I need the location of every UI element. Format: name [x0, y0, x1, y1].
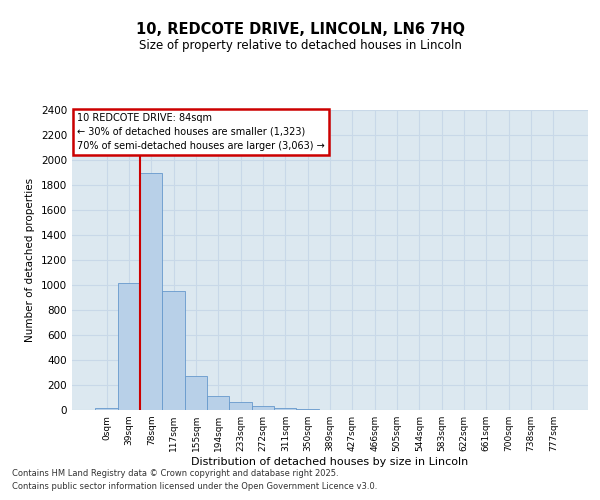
Bar [185, 376, 207, 410]
Text: Size of property relative to detached houses in Lincoln: Size of property relative to detached ho… [139, 39, 461, 52]
Bar [274, 408, 296, 410]
X-axis label: Distribution of detached houses by size in Lincoln: Distribution of detached houses by size … [191, 457, 469, 467]
Y-axis label: Number of detached properties: Number of detached properties [25, 178, 35, 342]
Bar [229, 402, 252, 410]
Text: Contains HM Land Registry data © Crown copyright and database right 2025.: Contains HM Land Registry data © Crown c… [12, 468, 338, 477]
Bar [207, 396, 229, 410]
Bar [118, 282, 140, 410]
Bar [252, 406, 274, 410]
Bar [95, 408, 118, 410]
Text: Contains public sector information licensed under the Open Government Licence v3: Contains public sector information licen… [12, 482, 377, 491]
Bar [163, 291, 185, 410]
Text: 10, REDCOTE DRIVE, LINCOLN, LN6 7HQ: 10, REDCOTE DRIVE, LINCOLN, LN6 7HQ [136, 22, 464, 38]
Bar [140, 172, 163, 410]
Text: 10 REDCOTE DRIVE: 84sqm
← 30% of detached houses are smaller (1,323)
70% of semi: 10 REDCOTE DRIVE: 84sqm ← 30% of detache… [77, 113, 325, 151]
